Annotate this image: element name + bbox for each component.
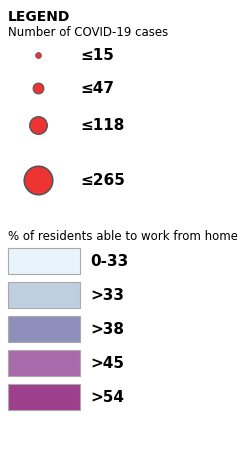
Point <box>36 121 40 129</box>
Text: ≤118: ≤118 <box>80 118 124 133</box>
Text: % of residents able to work from home: % of residents able to work from home <box>8 230 237 243</box>
Text: >54: >54 <box>90 389 124 404</box>
Point <box>36 51 40 59</box>
Text: >45: >45 <box>90 356 124 371</box>
Bar <box>8 350 80 376</box>
Text: ≤47: ≤47 <box>80 81 114 96</box>
Text: >33: >33 <box>90 287 124 303</box>
Bar <box>8 384 80 410</box>
Bar <box>8 316 80 342</box>
Text: LEGEND: LEGEND <box>8 10 70 24</box>
Bar <box>8 248 80 274</box>
Text: ≤15: ≤15 <box>80 47 114 62</box>
Text: 0-33: 0-33 <box>90 254 128 268</box>
Text: >38: >38 <box>90 322 124 336</box>
Text: ≤265: ≤265 <box>80 173 125 188</box>
Text: Number of COVID-19 cases: Number of COVID-19 cases <box>8 26 168 39</box>
Bar <box>8 282 80 308</box>
Point <box>36 84 40 92</box>
Point <box>36 176 40 184</box>
